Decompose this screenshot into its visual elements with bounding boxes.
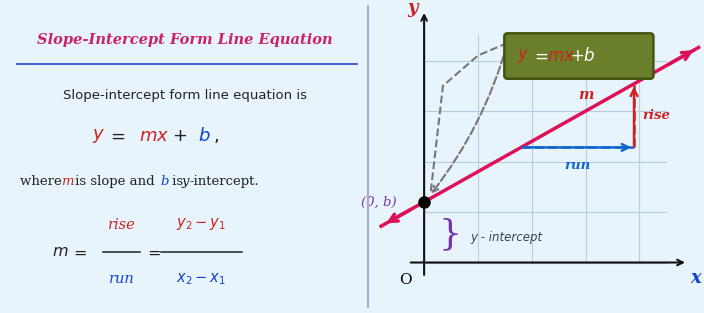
Text: m: m <box>61 175 74 188</box>
Text: Slope-intercept form line equation is: Slope-intercept form line equation is <box>63 89 307 102</box>
Text: y: y <box>182 175 189 188</box>
Text: $mx$: $mx$ <box>547 48 575 64</box>
Text: }: } <box>439 217 461 251</box>
Text: run: run <box>565 158 591 172</box>
Text: y: y <box>407 0 417 17</box>
Text: b: b <box>161 175 169 188</box>
Text: m: m <box>578 88 593 102</box>
Text: $,$: $,$ <box>213 127 218 145</box>
Text: $=$: $=$ <box>532 48 548 64</box>
Text: $x_2 - x_1$: $x_2 - x_1$ <box>177 272 227 287</box>
Text: $b$: $b$ <box>198 127 210 145</box>
Text: O: O <box>399 273 412 287</box>
Text: run: run <box>109 272 135 285</box>
FancyBboxPatch shape <box>504 33 653 79</box>
Text: $m$: $m$ <box>52 244 68 260</box>
Text: is slope and: is slope and <box>71 175 159 188</box>
Text: is: is <box>168 175 187 188</box>
Text: $=$: $=$ <box>70 244 87 260</box>
Text: -intercept.: -intercept. <box>189 175 259 188</box>
Text: $y$: $y$ <box>517 47 529 65</box>
Text: $+$: $+$ <box>570 48 584 64</box>
Text: Slope-Intercept Form Line Equation: Slope-Intercept Form Line Equation <box>37 33 332 47</box>
Text: (0, b): (0, b) <box>360 195 396 208</box>
Text: $+$: $+$ <box>172 127 187 145</box>
Text: y - intercept: y - intercept <box>470 231 542 244</box>
Text: rise: rise <box>108 218 136 232</box>
Text: rise: rise <box>642 109 670 122</box>
Text: $b$: $b$ <box>584 47 595 65</box>
Text: $=$: $=$ <box>144 244 161 260</box>
Text: x: x <box>691 269 701 287</box>
Text: $y$: $y$ <box>92 127 106 145</box>
Text: $y_2 - y_1$: $y_2 - y_1$ <box>177 216 227 233</box>
Text: $mx$: $mx$ <box>139 127 169 145</box>
Text: $=$: $=$ <box>107 127 126 145</box>
Text: where: where <box>20 175 66 188</box>
